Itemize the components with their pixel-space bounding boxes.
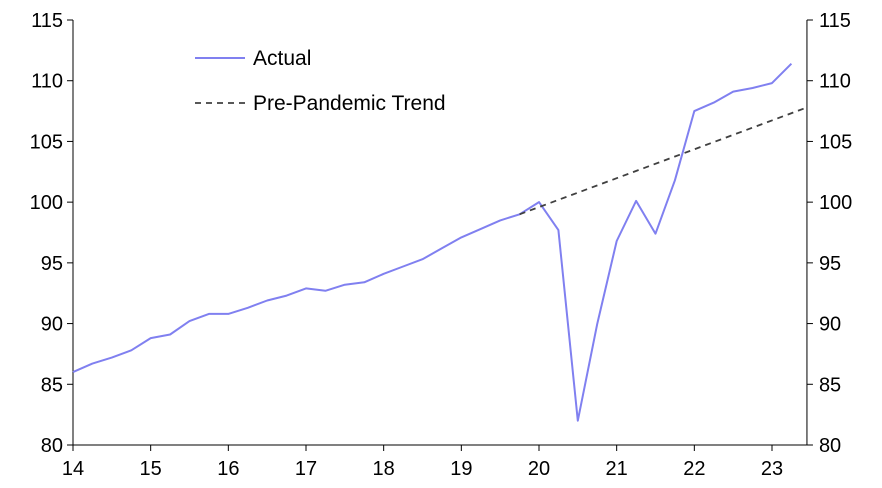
x-tick-label: 15 [140,458,162,480]
series-line-actual [72,62,793,422]
legend-label-trend: Pre-Pandemic Trend [253,92,446,115]
x-tick-label: 17 [295,458,317,480]
y-tick-label-right: 110 [819,71,851,93]
legend: Actual Pre-Pandemic Trend [195,47,446,115]
axes: 80 80 85 85 90 90 95 95 100 100 105 105 110 110 115 115… [30,10,853,480]
y-tick-label-left: 105 [30,131,63,153]
y-tick-label-left: 85 [41,374,63,396]
x-tick-label: 21 [606,458,628,480]
y-tick-label-left: 80 [41,435,63,457]
x-tick-label: 18 [373,458,395,480]
x-tick-label: 14 [62,458,84,480]
x-tick-label: 16 [217,458,239,480]
y-tick-label-right: 80 [819,435,841,457]
y-tick-label-left: 115 [31,10,63,32]
y-tick-label-right: 105 [819,131,852,153]
y-tick-label-left: 110 [31,71,63,93]
series-line-trend [519,106,808,216]
x-tick-label: 23 [761,458,783,480]
y-tick-label-right: 115 [819,10,851,32]
y-tick-label-right: 85 [819,374,841,396]
y-tick-label-right: 90 [819,314,841,336]
series-layer [72,62,808,422]
x-tick-label: 22 [683,458,705,480]
y-tick-label-left: 95 [41,253,63,275]
y-tick-label-right: 95 [819,253,841,275]
legend-label-actual: Actual [253,47,311,70]
x-tick-label: 20 [528,458,550,480]
y-tick-label-right: 100 [819,192,852,214]
y-tick-label-left: 100 [30,192,63,214]
x-tick-label: 19 [450,458,472,480]
y-tick-label-left: 90 [41,314,63,336]
